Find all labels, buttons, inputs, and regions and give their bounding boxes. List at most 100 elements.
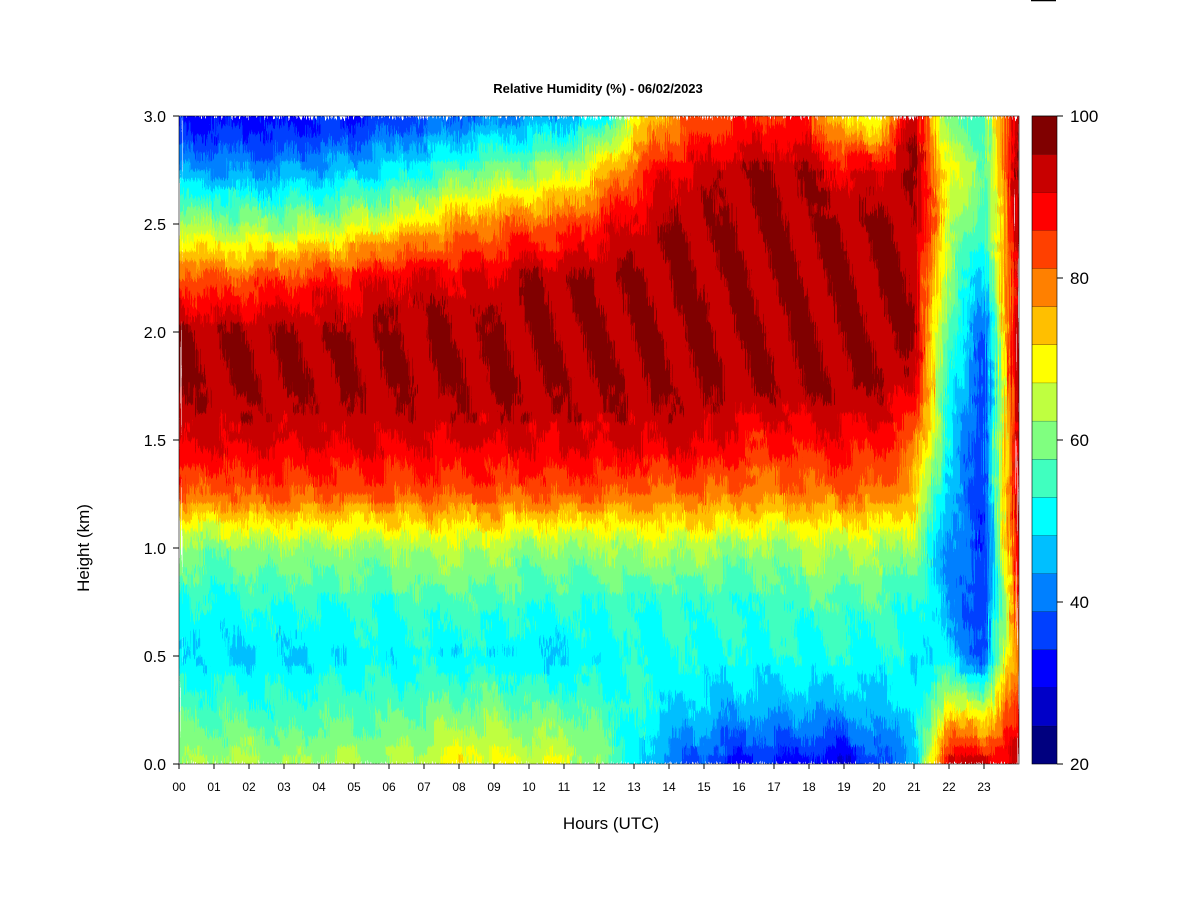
heatmap-cell — [374, 304, 379, 315]
heatmap-cell — [259, 304, 264, 315]
heatmap-cell — [311, 259, 316, 270]
heatmap-cell — [301, 385, 306, 396]
heatmap-cell — [224, 214, 229, 225]
heatmap-cell — [416, 547, 421, 558]
heatmap-cell — [290, 610, 295, 621]
heatmap-cell — [238, 610, 243, 621]
heatmap-cell — [420, 583, 425, 594]
heatmap-cell — [416, 565, 421, 576]
heatmap-cell — [280, 754, 285, 764]
heatmap-cell — [343, 475, 348, 486]
heatmap-cell — [315, 421, 320, 432]
heatmap-cell — [255, 538, 260, 549]
heatmap-cell — [346, 277, 351, 288]
heatmap-cell — [339, 412, 344, 423]
heatmap-cell — [259, 592, 264, 603]
heatmap-cell — [357, 664, 362, 675]
heatmap-cell — [238, 484, 243, 495]
heatmap-cell — [301, 457, 306, 468]
heatmap-cell — [304, 223, 309, 234]
heatmap-cell — [413, 565, 418, 576]
heatmap-cell — [304, 718, 309, 729]
heatmap-cell — [199, 430, 204, 441]
heatmap-cell — [329, 448, 334, 459]
heatmap-cell — [196, 619, 201, 630]
heatmap-cell — [273, 286, 278, 297]
heatmap-cell — [346, 358, 351, 369]
heatmap-cell — [315, 430, 320, 441]
heatmap-cell — [406, 727, 411, 738]
heatmap-cell — [315, 133, 320, 144]
heatmap-cell — [182, 673, 187, 684]
heatmap-cell — [301, 331, 306, 342]
heatmap-cell — [388, 116, 393, 126]
heatmap-cell — [252, 277, 257, 288]
heatmap-cell — [266, 205, 271, 216]
heatmap-cell — [294, 187, 299, 198]
heatmap-cell — [182, 664, 187, 675]
heatmap-cell — [179, 673, 183, 684]
heatmap-cell — [262, 601, 267, 612]
heatmap-cell — [245, 547, 250, 558]
heatmap-cell — [392, 718, 397, 729]
heatmap-cell — [290, 448, 295, 459]
heatmap-cell — [395, 475, 400, 486]
heatmap-cell — [364, 196, 369, 207]
heatmap-cell — [311, 196, 316, 207]
heatmap-cell — [283, 394, 288, 405]
heatmap-cell — [360, 619, 365, 630]
heatmap-cell — [227, 232, 232, 243]
heatmap-cell — [297, 403, 302, 414]
heatmap-cell — [406, 682, 411, 693]
heatmap-cell — [367, 403, 372, 414]
heatmap-cell — [325, 151, 330, 162]
heatmap-cell — [287, 331, 292, 342]
heatmap-cell — [269, 637, 274, 648]
heatmap-cell — [179, 637, 183, 648]
heatmap-cell — [301, 754, 306, 764]
heatmap-cell — [304, 538, 309, 549]
heatmap-cell — [276, 646, 281, 657]
heatmap-cell — [339, 565, 344, 576]
heatmap-cell — [217, 457, 222, 468]
heatmap-cell — [189, 529, 194, 540]
heatmap-cell — [185, 376, 190, 387]
heatmap-cell — [388, 151, 393, 162]
heatmap-cell — [259, 610, 264, 621]
heatmap-cell — [332, 205, 337, 216]
heatmap-cell — [304, 313, 309, 324]
heatmap-cell — [315, 610, 320, 621]
heatmap-cell — [304, 529, 309, 540]
heatmap-cell — [182, 313, 187, 324]
heatmap-cell — [374, 466, 379, 477]
heatmap-cell — [378, 259, 383, 270]
heatmap-cell — [304, 250, 309, 261]
heatmap-cell — [269, 268, 274, 279]
heatmap-cell — [217, 187, 222, 198]
heatmap-cell — [210, 466, 215, 477]
heatmap-cell — [224, 367, 229, 378]
heatmap-cell — [360, 367, 365, 378]
heatmap-cell — [290, 367, 295, 378]
heatmap-cell — [252, 673, 257, 684]
heatmap-cell — [290, 709, 295, 720]
heatmap-cell — [343, 439, 348, 450]
heatmap-cell — [224, 493, 229, 504]
heatmap-cell — [315, 331, 320, 342]
heatmap-cell — [182, 592, 187, 603]
heatmap-cell — [315, 178, 320, 189]
heatmap-cell — [220, 151, 225, 162]
heatmap-cell — [353, 466, 358, 477]
heatmap-cell — [179, 196, 183, 207]
heatmap-cell — [224, 547, 229, 558]
heatmap-cell — [273, 403, 278, 414]
heatmap-cell — [220, 340, 225, 351]
heatmap-cell — [343, 727, 348, 738]
heatmap-cell — [245, 592, 250, 603]
heatmap-cell — [388, 349, 393, 360]
heatmap-cell — [227, 142, 232, 153]
heatmap-cell — [259, 493, 264, 504]
heatmap-cell — [192, 502, 197, 513]
heatmap-cell — [325, 628, 330, 639]
heatmap-cell — [234, 403, 239, 414]
